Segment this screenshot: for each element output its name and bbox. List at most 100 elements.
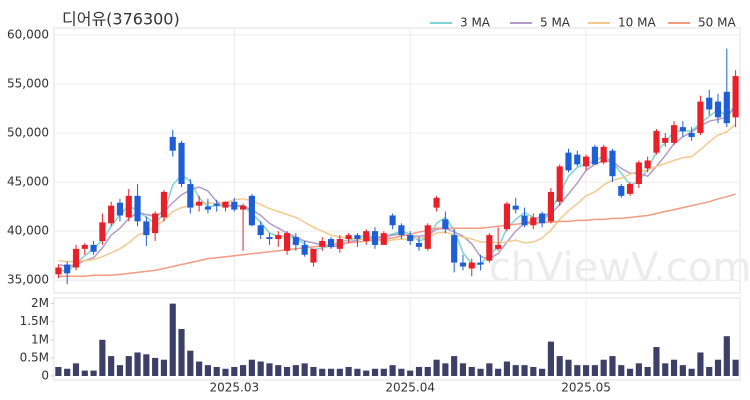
volume-bar	[389, 365, 396, 376]
candle-body	[99, 222, 106, 241]
volume-bar	[257, 361, 264, 376]
candle-body	[292, 237, 299, 245]
volume-tick-label: 1.5M	[20, 314, 49, 328]
candle-body	[354, 235, 361, 240]
candle-body	[345, 235, 352, 240]
volume-bar	[609, 356, 616, 376]
volume-bar	[591, 365, 598, 376]
volume-bar	[626, 368, 634, 376]
volume-bar	[231, 366, 238, 376]
volume-bar	[495, 368, 502, 376]
volume-bar	[688, 368, 695, 376]
volume-bar	[530, 366, 537, 376]
candle-body	[583, 156, 590, 167]
volume-bar	[547, 341, 554, 376]
candle-body	[371, 231, 379, 245]
candle-body	[459, 262, 467, 267]
price-panel	[53, 27, 741, 294]
volume-bar	[583, 365, 590, 376]
volume-bar	[64, 368, 71, 376]
volume-bar	[125, 356, 132, 376]
volume-bar	[723, 336, 730, 376]
volume-bar	[160, 359, 168, 376]
volume-bar	[327, 368, 335, 376]
volume-bar	[222, 368, 229, 376]
volume-bar	[635, 363, 642, 376]
volume-bar	[415, 366, 423, 376]
y-tick-label: 40,000	[7, 224, 49, 238]
candle-body	[574, 154, 581, 165]
volume-bar	[134, 352, 141, 376]
volume-tick-label: 2M	[31, 296, 49, 310]
candle-body	[72, 248, 80, 268]
candle-body	[231, 201, 238, 210]
candle-body	[169, 136, 176, 151]
volume-bar	[363, 370, 370, 376]
candle-body	[530, 217, 537, 226]
candle-body	[257, 225, 264, 236]
volume-tick-label: 0	[41, 369, 49, 383]
volume-bar	[248, 359, 255, 376]
volume-bar	[670, 359, 678, 376]
candle-body	[512, 205, 519, 210]
volume-bar	[275, 365, 282, 376]
candle-body	[433, 197, 440, 208]
candle-body	[266, 237, 273, 240]
y-tick-label: 60,000	[7, 27, 49, 41]
candle-body	[248, 195, 255, 226]
volume-bar	[240, 365, 247, 376]
volume-bar	[380, 368, 387, 376]
candle-body	[442, 219, 449, 230]
volume-bar	[55, 366, 62, 376]
candle-body	[688, 133, 695, 137]
volume-bar	[574, 365, 581, 376]
candle-body	[64, 264, 71, 274]
candle-body	[415, 242, 423, 247]
candle-body	[477, 262, 484, 265]
candle-body	[240, 205, 247, 210]
volume-bar	[292, 365, 299, 376]
candle-body	[697, 101, 704, 134]
candle-body	[424, 225, 431, 249]
candle-body	[143, 221, 150, 236]
candle-body	[547, 191, 554, 222]
volume-bar	[486, 363, 493, 376]
candle-body	[116, 202, 124, 216]
x-tick-label: 2025.05	[561, 381, 611, 395]
candle-body	[398, 225, 405, 236]
volume-bar	[152, 357, 159, 376]
volume-bar	[653, 347, 660, 376]
volume-bar	[196, 361, 203, 376]
candle-body	[521, 215, 528, 226]
volume-bar	[600, 359, 607, 376]
volume-bar	[679, 365, 686, 376]
candle-body	[591, 146, 598, 165]
candle-body	[451, 235, 458, 263]
legend-label: 5 MA	[540, 16, 571, 30]
candle-body	[187, 184, 194, 208]
volume-panel	[53, 297, 741, 381]
volume-bar	[283, 366, 291, 376]
volume-bar	[459, 363, 467, 376]
volume-bar	[714, 359, 722, 376]
candle-body	[134, 195, 141, 222]
volume-bar	[662, 363, 669, 376]
volume-bar	[442, 363, 449, 376]
candle-body	[407, 235, 414, 241]
volume-bar	[565, 359, 572, 376]
volume-bar	[143, 354, 150, 376]
candle-body	[468, 262, 475, 269]
volume-bar	[451, 356, 458, 376]
volume-bar	[169, 303, 176, 376]
candle-body	[283, 233, 291, 251]
volume-bar	[178, 328, 185, 376]
candle-body	[196, 201, 203, 206]
volume-bar	[301, 363, 308, 376]
volume-bar	[116, 365, 124, 376]
volume-bar	[108, 356, 115, 376]
candle-body	[653, 131, 660, 153]
volume-bar	[644, 366, 651, 376]
candle-body	[380, 233, 387, 245]
legend-label: 50 MA	[698, 16, 736, 30]
